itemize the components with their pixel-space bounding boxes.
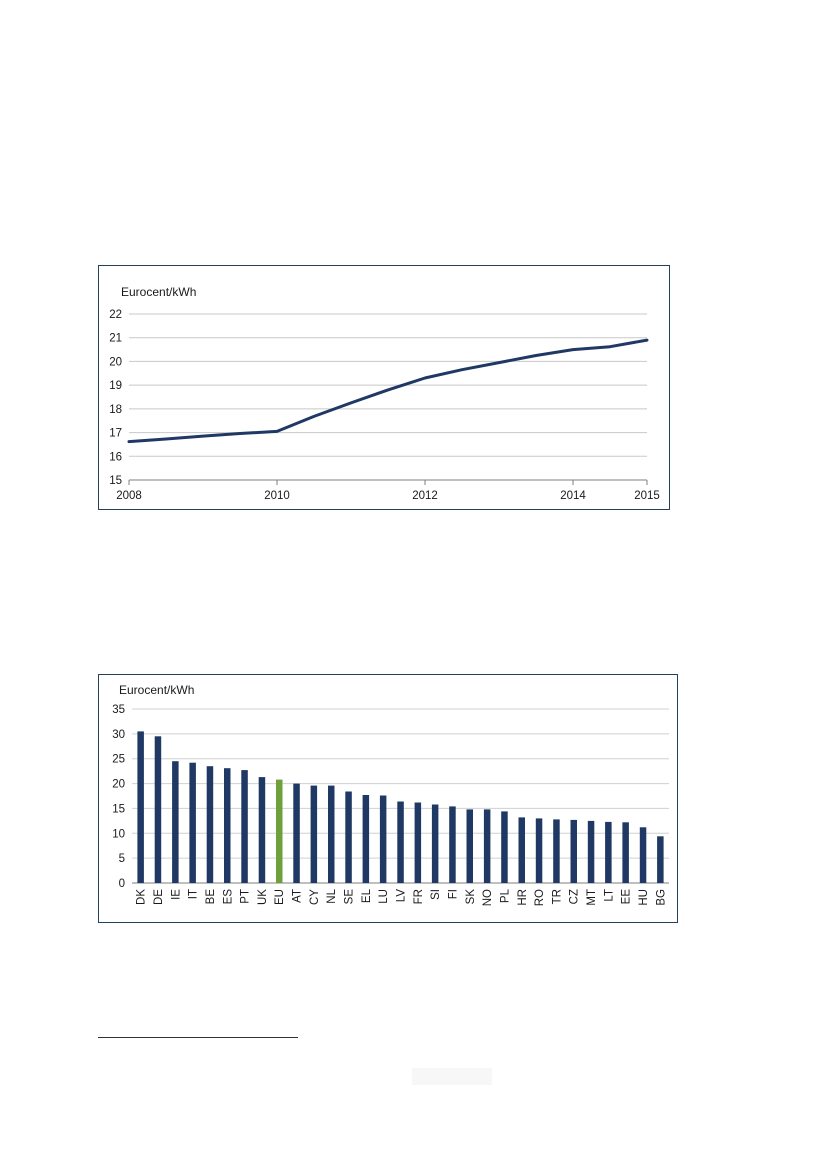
bar-uk	[258, 777, 266, 883]
x-tick-label: 2008	[116, 490, 142, 502]
bar-tr	[553, 819, 560, 883]
bar-si	[431, 804, 439, 883]
bar-es	[224, 768, 231, 883]
x-tick-label: PL	[499, 888, 511, 903]
x-tick-label: 2010	[264, 490, 290, 502]
x-tick-label: LV	[396, 889, 408, 903]
bar-bg	[657, 836, 664, 883]
bar-hr	[518, 817, 525, 883]
bar-se	[345, 791, 352, 883]
x-tick-label: BE	[205, 889, 217, 905]
x-tick-label: IT	[188, 889, 200, 899]
bar-no	[483, 809, 491, 883]
x-tick-label: FI	[447, 889, 459, 899]
footnote-separator	[98, 1037, 298, 1038]
bar-ee	[622, 822, 629, 883]
bar-pl	[501, 811, 508, 883]
bar-chart-svg: Eurocent/kWh 0 5 10 15 20 25 30 35 DK DE IE IT BE ES PT…	[112, 683, 669, 906]
y-tick-label: 25	[112, 754, 125, 766]
bar-it	[189, 762, 196, 883]
x-tick-label: SK	[465, 889, 477, 905]
y-tick-label: 16	[109, 451, 122, 463]
bar-lv	[397, 801, 404, 883]
y-tick-label: 15	[112, 803, 125, 815]
x-tick-label: 2012	[412, 490, 438, 502]
bar-hu	[639, 827, 647, 883]
bar-de	[154, 736, 162, 883]
x-tick-label: 2015	[634, 490, 660, 502]
x-tick-label: CZ	[569, 889, 581, 904]
bar-cy	[310, 785, 318, 883]
x-tick-label: SE	[344, 889, 356, 905]
y-tick-label: 18	[109, 404, 122, 416]
bar-lu	[379, 795, 387, 883]
line-chart-svg: Eurocent/kWh 15 16 17 18 19 20 21 22 2008 2010 2012…	[109, 285, 660, 502]
bar-dk	[137, 731, 144, 883]
y-tick-label: 22	[109, 309, 122, 321]
x-tick-label: NO	[482, 889, 494, 906]
bar-cz	[570, 819, 577, 883]
x-tick-label: MT	[586, 889, 598, 906]
y-tick-label: 35	[112, 704, 125, 716]
bar-at	[293, 783, 300, 883]
x-tick-label: TR	[551, 889, 563, 904]
x-tick-label: EL	[361, 888, 373, 903]
y-tick-label: 10	[112, 828, 125, 840]
bar-eu	[276, 779, 283, 883]
x-tick-label: CY	[309, 889, 321, 905]
series-line	[127, 338, 649, 444]
y-tick-label: 21	[109, 333, 122, 345]
bar-pt	[241, 770, 248, 883]
line-chart-panel: Eurocent/kWh 15 16 17 18 19 20 21 22 2008 2010 2012…	[98, 265, 670, 510]
x-tick-label: HR	[517, 889, 529, 906]
x-tick-label: UK	[257, 889, 269, 905]
x-tick-label: ES	[222, 889, 234, 905]
y-tick-label: 20	[112, 779, 125, 791]
x-tick-label: EE	[621, 889, 633, 905]
bar-mt	[587, 820, 595, 883]
x-tick-label: PT	[240, 889, 252, 904]
y-tick-label: 30	[112, 729, 125, 741]
y-axis-label: Eurocent/kWh	[119, 683, 194, 697]
x-tick-label: FR	[413, 889, 425, 904]
x-tick-label: DE	[153, 889, 165, 905]
x-tick-label: LU	[378, 889, 390, 904]
x-tick-label: BG	[655, 889, 667, 906]
y-tick-label: 0	[119, 878, 125, 890]
y-tick-label: 20	[109, 356, 122, 368]
x-tick-label: EU	[274, 889, 286, 905]
y-tick-label: 5	[119, 853, 125, 865]
x-tick-label: NL	[326, 888, 338, 903]
x-tick-label: SI	[430, 889, 442, 900]
bar-chart-panel: Eurocent/kWh 0 5 10 15 20 25 30 35 DK DE IE IT BE ES PT…	[98, 674, 678, 923]
x-tick-label: IE	[170, 889, 182, 900]
bar-nl	[328, 785, 335, 883]
bar-ie	[172, 761, 179, 883]
x-tick-label: AT	[292, 889, 304, 903]
y-tick-label: 17	[109, 428, 122, 440]
page-number-area	[412, 1068, 492, 1085]
y-tick-label: 15	[109, 475, 122, 487]
y-tick-label: 19	[109, 380, 122, 392]
bar-el	[362, 795, 370, 883]
x-tick-label: HU	[638, 889, 650, 906]
x-tick-label: DK	[136, 889, 148, 905]
bar-fr	[414, 802, 422, 883]
bar-ro	[535, 818, 543, 883]
x-tick-label: LT	[603, 889, 615, 902]
bar-lt	[605, 821, 612, 883]
y-axis-label: Eurocent/kWh	[121, 285, 196, 299]
bar-fi	[449, 806, 456, 883]
bar-sk	[466, 809, 473, 883]
bar-be	[206, 766, 214, 883]
x-tick-label: 2014	[560, 490, 586, 502]
x-tick-label: RO	[534, 889, 546, 906]
